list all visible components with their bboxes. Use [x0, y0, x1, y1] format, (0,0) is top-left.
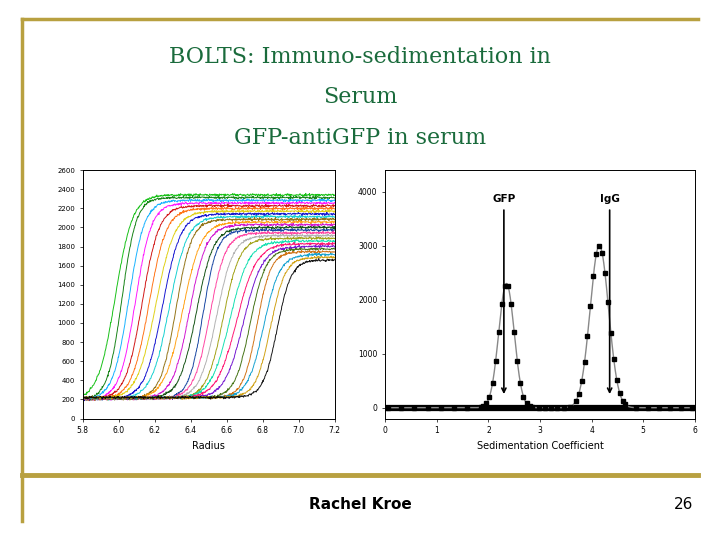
Text: IgG: IgG [600, 194, 620, 392]
Text: 26: 26 [675, 497, 693, 512]
X-axis label: Radius: Radius [192, 441, 225, 451]
X-axis label: Sedimentation Coefficient: Sedimentation Coefficient [477, 441, 603, 451]
Text: GFP: GFP [492, 194, 516, 392]
Text: Serum: Serum [323, 86, 397, 108]
Text: GFP-antiGFP in serum: GFP-antiGFP in serum [234, 127, 486, 148]
Text: Rachel Kroe: Rachel Kroe [309, 497, 411, 512]
Text: BOLTS: Immuno-sedimentation in: BOLTS: Immuno-sedimentation in [169, 46, 551, 68]
